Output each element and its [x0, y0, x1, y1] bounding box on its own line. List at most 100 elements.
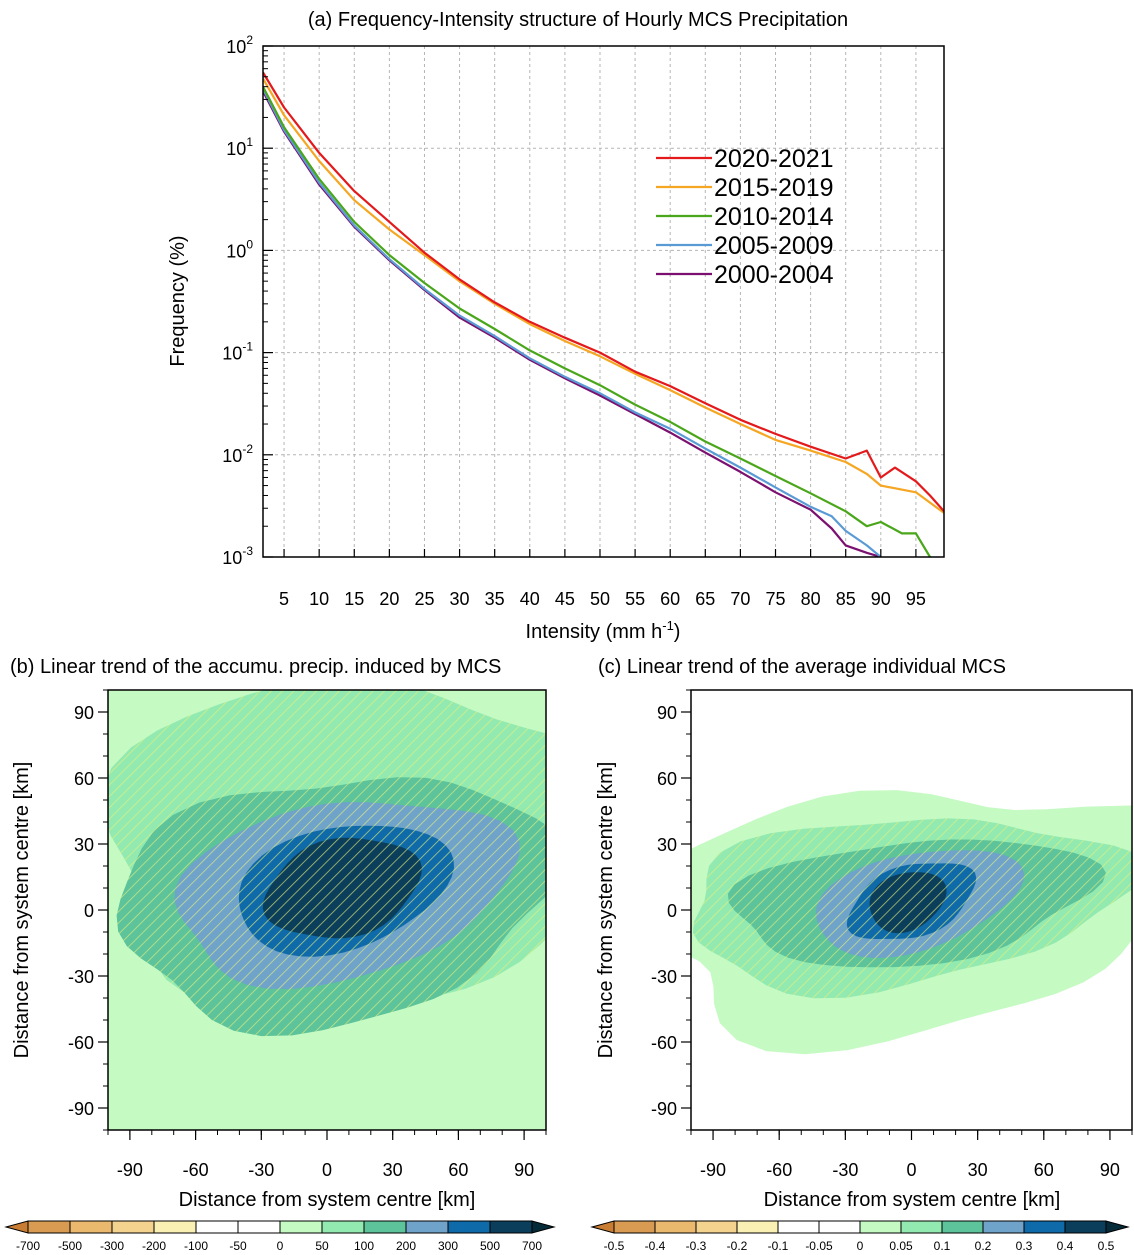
panel-c-y-axis-label: Distance from system centre [km] [595, 762, 617, 1059]
panel-c-colorbar: -0.5 -0.4 -0.3 -0.2 -0.1 -0.05 0 0.05 0.1 0.2 0.3 0… [590, 1220, 1130, 1253]
colorbar-segment [27, 1220, 71, 1234]
panel-a-grid [263, 46, 944, 557]
y-tick-exponent: 2 [246, 33, 253, 47]
colorbar-low-arrow [590, 1220, 615, 1234]
colorbar-label: -50 [229, 1239, 247, 1250]
y-tick-label: -60 [651, 1033, 677, 1053]
colorbar-label: -0.4 [645, 1239, 666, 1250]
colorbar-label: 100 [354, 1239, 374, 1250]
significance-hatching [262, 837, 422, 939]
colorbar-label: -300 [100, 1239, 124, 1250]
y-tick-label: -30 [68, 967, 94, 987]
colorbar-label: 500 [480, 1239, 500, 1250]
colorbar-label: 0.4 [1057, 1239, 1074, 1250]
x-tick-label: 0 [906, 1160, 916, 1180]
y-tick-label: 60 [74, 769, 94, 789]
y-tick-base: 10 [226, 139, 246, 159]
colorbar-segment [654, 1220, 697, 1234]
x-tick-label: 75 [765, 589, 785, 609]
colorbar-segment [237, 1220, 281, 1234]
colorbar-label: 0 [857, 1239, 864, 1250]
x-tick-label: -60 [183, 1160, 209, 1180]
panel-a: (a) Frequency-Intensity structure of Hou… [167, 9, 945, 643]
colorbar-label: 0 [277, 1239, 284, 1250]
x-tick-label: 30 [450, 589, 470, 609]
colorbar-segment [777, 1220, 820, 1234]
y-tick-exponent: 1 [246, 135, 253, 149]
x-tick-label: 55 [625, 589, 645, 609]
colorbar-segment [613, 1220, 656, 1234]
panel-a-series-lines [263, 71, 944, 557]
x-tick-label: -90 [700, 1160, 726, 1180]
colorbar-label: 200 [396, 1239, 416, 1250]
y-tick-label: 30 [74, 835, 94, 855]
colorbar-segment [818, 1220, 861, 1234]
x-tick-label: 25 [414, 589, 434, 609]
y-tick-label: 60 [657, 769, 677, 789]
y-tick-exponent: -3 [242, 544, 253, 558]
panel-c-axes: -90 -60 -30 0 30 60 90 90 60 30 0 -30 -60 -90 [651, 689, 1133, 1180]
y-tick-label: -30 [651, 967, 677, 987]
x-tick-label: 50 [590, 589, 610, 609]
x-tick-label: 90 [871, 589, 891, 609]
x-tick-label: 60 [448, 1160, 468, 1180]
colorbar-label: -0.05 [805, 1239, 833, 1250]
colorbar-label: 0.1 [934, 1239, 951, 1250]
x-tick-label: 20 [379, 589, 399, 609]
x-tick-label: 10 [309, 589, 329, 609]
colorbar-label: 50 [315, 1239, 329, 1250]
series-line-2015-2019 [263, 78, 944, 514]
x-tick-label: 90 [1100, 1160, 1120, 1180]
colorbar-segment [900, 1220, 943, 1234]
y-tick-base: 10 [226, 37, 246, 57]
colorbar-segment [405, 1220, 449, 1234]
panel-a-y-axis-label: Frequency (%) [167, 235, 189, 366]
x-tick-label: -60 [766, 1160, 792, 1180]
x-tick-label: 65 [695, 589, 715, 609]
panel-b-axes: -90 -60 -30 0 30 60 90 90 60 30 0 -30 -60 -90 [68, 689, 547, 1180]
panel-a-title: (a) Frequency-Intensity structure of Hou… [308, 9, 848, 31]
colorbar-high-arrow [531, 1220, 556, 1234]
colorbar-segment [321, 1220, 365, 1234]
colorbar-label: -0.2 [727, 1239, 748, 1250]
colorbar-segment [447, 1220, 491, 1234]
colorbar-label: 300 [438, 1239, 458, 1250]
x-tick-label: 95 [906, 589, 926, 609]
panel-c-contour-fill [691, 790, 1132, 1055]
x-tick-label: 40 [520, 589, 540, 609]
legend-entry: 2000-2004 [714, 261, 834, 289]
y-tick-label: 30 [657, 835, 677, 855]
y-tick-exponent: -2 [242, 442, 253, 456]
panel-a-x-axis-label: Intensity (mm h-1) [526, 618, 681, 643]
panel-c-title: (c) Linear trend of the average individu… [598, 656, 1006, 678]
x-tick-label: 30 [383, 1160, 403, 1180]
colorbar-segment [153, 1220, 197, 1234]
legend-entry: 2015-2019 [714, 174, 834, 202]
legend-entry: 2010-2014 [714, 203, 834, 231]
colorbar-segment [859, 1220, 902, 1234]
x-tick-label: 70 [730, 589, 750, 609]
legend-entry: 2020-2021 [714, 145, 834, 173]
x-tick-label: 60 [1034, 1160, 1054, 1180]
colorbar-segment [982, 1220, 1025, 1234]
panel-a-frame [262, 45, 945, 558]
colorbar-segment [489, 1220, 533, 1234]
x-tick-label: 90 [514, 1160, 534, 1180]
series-line-2010-2014 [263, 86, 931, 557]
y-tick-label: 100 [226, 237, 253, 261]
y-tick-label: 90 [74, 703, 94, 723]
y-tick-exponent: -1 [242, 340, 253, 354]
y-tick-label: 0 [667, 901, 677, 921]
y-tick-label: -90 [651, 1099, 677, 1119]
y-tick-label: 102 [226, 33, 253, 57]
colorbar-label: 0.3 [1016, 1239, 1033, 1250]
panel-b-x-axis-label: Distance from system centre [km] [179, 1189, 476, 1211]
x-tick-label: -90 [117, 1160, 143, 1180]
x-tick-label: -30 [248, 1160, 274, 1180]
panel-a-x-ticks: 5 10 15 20 25 30 35 40 45 50 55 60 65 70 75 80 85 90 95 [279, 549, 926, 609]
y-tick-label: 101 [226, 135, 253, 159]
panel-b-y-axis-label: Distance from system centre [km] [11, 762, 33, 1059]
x-tick-label: 85 [836, 589, 856, 609]
x-tick-label: 15 [344, 589, 364, 609]
series-line-2020-2021 [263, 71, 944, 513]
